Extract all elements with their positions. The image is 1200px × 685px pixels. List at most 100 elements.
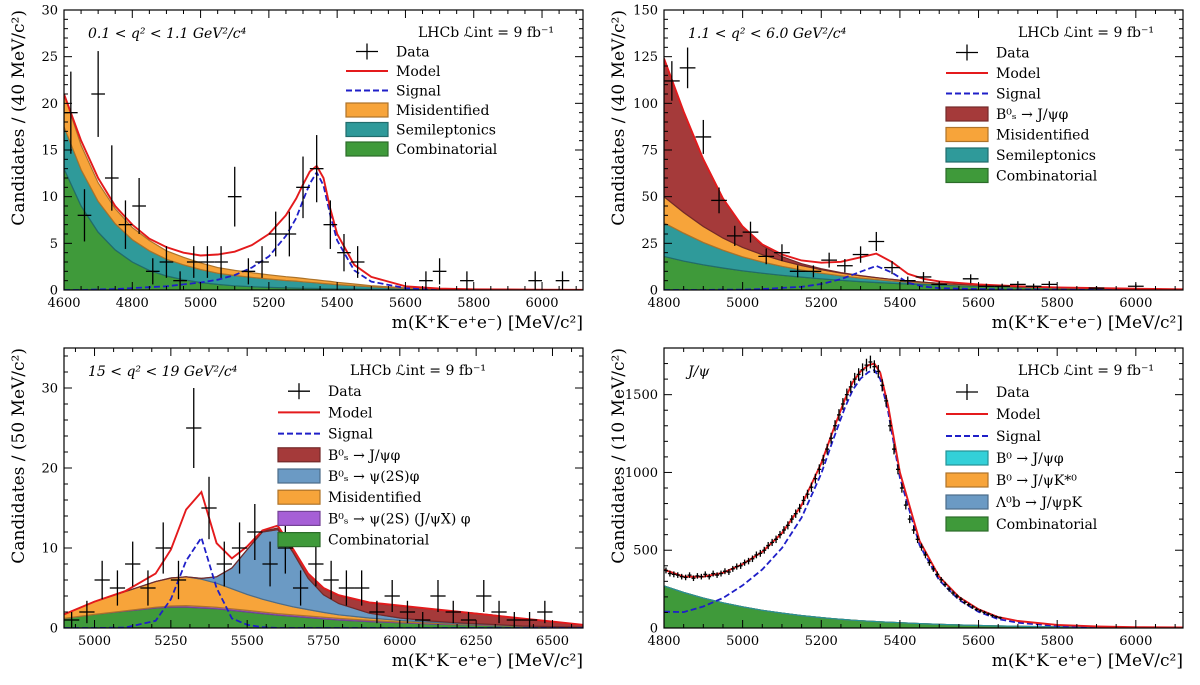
x-tick-label: 5000 [78,634,111,649]
data-point [872,360,877,374]
x-tick-label: 6250 [460,634,493,649]
legend-symbol [945,516,989,532]
data-point [931,565,936,572]
data-point [691,575,696,582]
x-axis-label: m(K⁺K⁻e⁺e⁻) [MeV/c²] [992,651,1183,671]
data-point [837,409,841,421]
legend-label: Misidentified [328,490,421,506]
legend-item-lb_jpsipk: Λ⁰b → J/ψpK [945,494,1083,511]
y-tick-label: 125 [633,50,658,65]
chart-panel-1: 4600 4800 5000 5200 5400 5600 5800 6000 0 5 10 15 20… [9,4,584,333]
data-point [742,221,759,243]
x-tick-label: 5000 [726,634,759,649]
legend-symbol [945,472,989,488]
x-axis-label: m(K⁺K⁻e⁺e⁻) [MeV/c²] [992,313,1183,333]
data-point [774,535,779,544]
legend-item-bs_psi2sphi: B⁰ₛ → ψ(2S)φ [277,468,420,485]
q2-annotation: 15 < q² < 19 GeV²/c⁴ [88,364,238,380]
data-point [679,573,684,580]
y-tick-label: 0 [650,284,658,299]
data-point [943,581,948,588]
data-point [962,274,979,284]
lhcb-label: LHCb ℒint = 9 fb⁻¹ [350,363,486,379]
legend-symbol [945,494,989,510]
legend-item-combinatorial: Combinatorial [345,141,498,158]
x-tick-label: 5800 [457,296,490,311]
legend-label: Data [996,46,1030,62]
legend-item-model: Model [946,66,1041,82]
data-point [415,612,431,628]
legend-label: Signal [996,429,1041,445]
data-point [94,560,110,600]
data-point [848,380,853,393]
x-tick-label: 6000 [525,296,558,311]
data-point [296,156,310,219]
data-point [797,503,802,513]
x-tick-label: 5200 [805,634,838,649]
legend-label: Data [996,385,1030,401]
data-point [460,271,474,290]
data-point [715,572,720,578]
data-point [537,600,553,624]
legend-symbol [277,531,321,548]
data-point [460,612,477,628]
x-tick-label: 5400 [321,296,354,311]
legend-label: Combinatorial [396,142,498,158]
data-point [939,576,944,583]
legend-item-bs_jpsiphi: B⁰ₛ → J/ψφ [277,447,401,464]
data-point [277,522,293,574]
y-tick-label: 75 [641,144,658,159]
legend-symbol [945,147,989,163]
legend-label: Model [396,64,441,80]
y-axis-label: Candidates / (40 MeV/c²) [609,10,629,226]
legend-item-misidentified: Misidentified [945,126,1089,144]
data-point [758,248,775,265]
data-point [778,530,782,539]
data-point [430,580,446,612]
data-point [323,200,338,249]
x-axis-label: m(K⁺K⁻e⁺e⁻) [MeV/c²] [392,313,583,333]
plot-area [664,355,1183,628]
legend-label: Model [328,405,373,421]
x-tick-label: 5600 [962,296,995,311]
data-point [994,615,999,619]
legend-label: B⁰ₛ → ψ(2S) (J/ψX) φ [328,511,471,527]
y-tick-label: 0 [650,622,658,637]
x-axis-label: m(K⁺K⁻e⁺e⁻) [MeV/c²] [392,651,583,671]
data-point [1041,281,1058,288]
data-point [683,574,688,581]
data-point [923,551,928,559]
data-point [734,563,739,570]
data-point [64,612,80,628]
data-point [876,364,881,378]
data-point [528,271,543,290]
model-curve [64,93,583,290]
legend-symbol [277,447,321,463]
legend-item-combinatorial: Combinatorial [945,516,1098,533]
data-point [476,580,492,612]
data-point [840,398,845,410]
x-tick-label: 6000 [383,634,416,649]
x-tick-label: 5200 [805,296,838,311]
data-point [809,482,814,492]
data-point [844,388,849,401]
legend-item-signal: Signal [946,87,1041,103]
model-curve [664,362,1183,628]
signal-curve [664,369,1183,628]
lhcb-label: LHCb ℒint = 9 fb⁻¹ [418,25,554,41]
x-tick-label: 4800 [116,296,149,311]
data-point [998,616,1003,620]
data-point [821,252,837,268]
data-point [726,569,731,575]
y-axis-label: Candidates / (10 MeV/c²) [609,348,629,564]
data-point [268,211,283,257]
data-point [699,573,704,580]
legend-item-signal: Signal [278,427,373,443]
data-point [200,246,215,278]
chart-panel-3: 5000 5250 5500 5750 6000 6250 6500 0 10 20 30 m(K⁺K… [9,347,584,671]
data-point [974,607,979,612]
data-point [262,541,278,587]
data-point [308,541,324,587]
x-tick-label: 5200 [252,296,285,311]
component-bs_jpsiphi [64,527,583,628]
